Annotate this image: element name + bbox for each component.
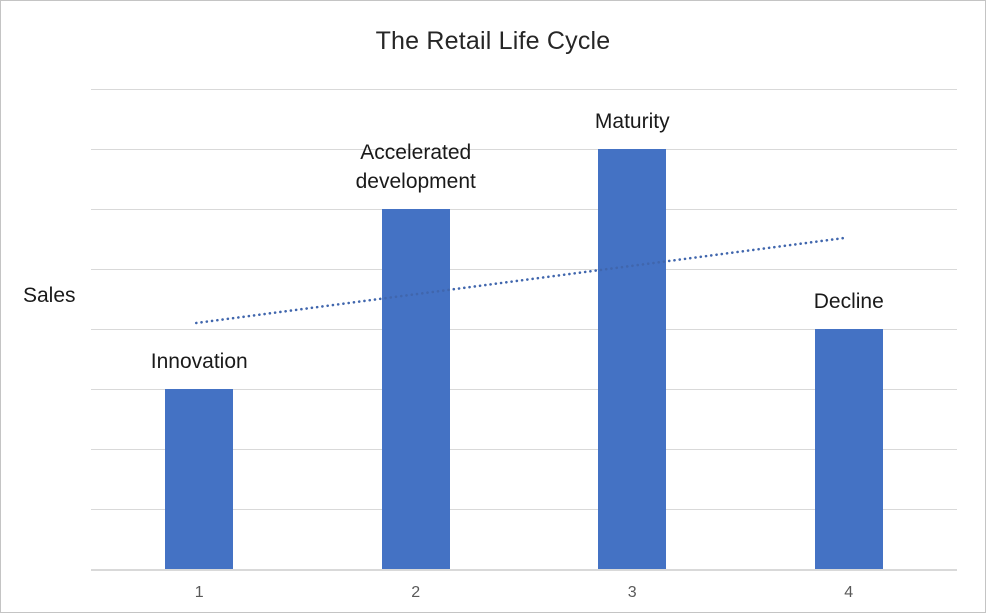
bar-label: Decline [813,290,884,313]
bar-accelerated [381,209,450,569]
bar-label: Accelerated development [355,141,476,193]
chart-title: The Retail Life Cycle [375,27,611,55]
gridline [91,269,957,270]
bar-decline [814,329,883,569]
gridline [91,449,957,450]
bar-innovation [165,389,234,569]
x-axis-line [91,569,957,571]
gridline [91,389,957,390]
x-tick-label: 3 [627,584,637,601]
bar-label: Maturity [594,110,670,133]
y-axis-label: Sales [23,284,76,307]
gridline [91,149,957,150]
gridline [91,509,957,510]
x-tick-label: 2 [411,584,421,601]
gridline [91,89,957,90]
x-tick-label: 4 [844,584,854,601]
bar-maturity [598,149,667,569]
gridline [91,329,957,330]
bar-label: Innovation [150,350,248,373]
x-tick-label: 1 [194,584,204,601]
gridline [91,209,957,210]
